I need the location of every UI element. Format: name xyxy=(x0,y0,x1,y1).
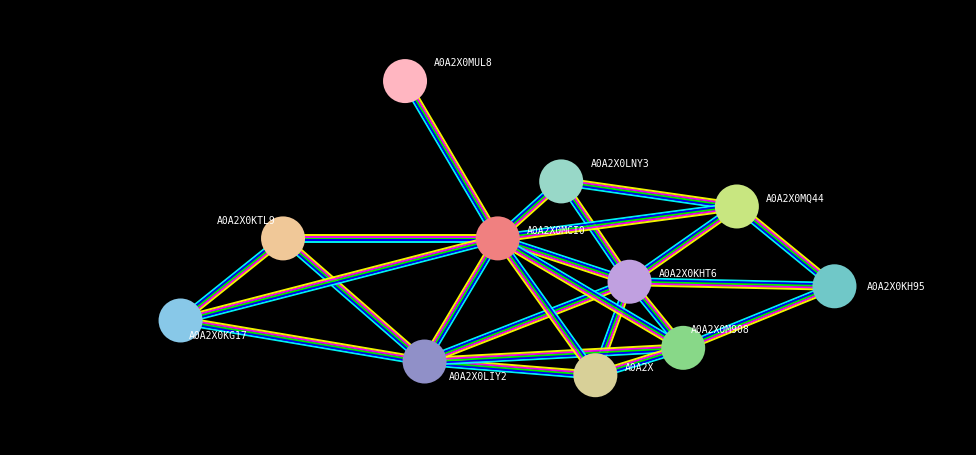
Circle shape xyxy=(661,326,706,370)
Text: A0A2X0M908: A0A2X0M908 xyxy=(691,324,750,334)
Text: A0A2X0KTL9: A0A2X0KTL9 xyxy=(217,215,275,225)
Text: A0A2X0MQ44: A0A2X0MQ44 xyxy=(766,193,825,203)
Circle shape xyxy=(402,340,447,384)
Text: A0A2X: A0A2X xyxy=(625,362,654,372)
Text: A0A2X0KHT6: A0A2X0KHT6 xyxy=(659,268,717,278)
Circle shape xyxy=(573,354,618,397)
Text: A0A2X0MCI0: A0A2X0MCI0 xyxy=(527,225,586,235)
Text: A0A2X0KH95: A0A2X0KH95 xyxy=(867,282,925,292)
Circle shape xyxy=(261,217,305,261)
Text: A0A2X0LIY2: A0A2X0LIY2 xyxy=(449,371,508,381)
Text: A0A2X0LNY3: A0A2X0LNY3 xyxy=(590,158,649,168)
Circle shape xyxy=(475,217,520,261)
Circle shape xyxy=(158,299,203,343)
Circle shape xyxy=(607,260,652,304)
Circle shape xyxy=(383,60,427,104)
Circle shape xyxy=(812,265,857,308)
Circle shape xyxy=(539,160,584,204)
Text: A0A2X0MUL8: A0A2X0MUL8 xyxy=(434,58,493,68)
Circle shape xyxy=(714,185,759,229)
Text: A0A2X0KG17: A0A2X0KG17 xyxy=(188,330,247,340)
